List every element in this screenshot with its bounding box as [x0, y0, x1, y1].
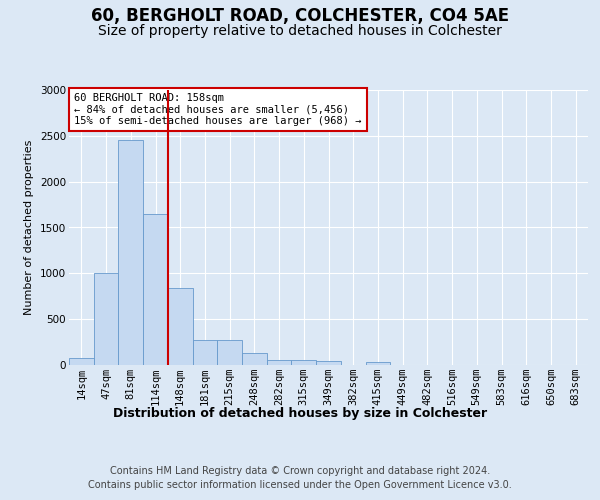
Text: Size of property relative to detached houses in Colchester: Size of property relative to detached ho… [98, 24, 502, 38]
Bar [193, 340, 217, 365]
Bar [365, 362, 390, 365]
Y-axis label: Number of detached properties: Number of detached properties [25, 140, 34, 315]
Bar [242, 353, 267, 365]
Bar [267, 360, 292, 365]
Bar [69, 358, 94, 365]
Bar [143, 214, 168, 365]
Text: 60, BERGHOLT ROAD, COLCHESTER, CO4 5AE: 60, BERGHOLT ROAD, COLCHESTER, CO4 5AE [91, 8, 509, 26]
Text: Contains public sector information licensed under the Open Government Licence v3: Contains public sector information licen… [88, 480, 512, 490]
Text: 60 BERGHOLT ROAD: 158sqm
← 84% of detached houses are smaller (5,456)
15% of sem: 60 BERGHOLT ROAD: 158sqm ← 84% of detach… [74, 92, 362, 126]
Text: Distribution of detached houses by size in Colchester: Distribution of detached houses by size … [113, 408, 487, 420]
Bar [118, 140, 143, 365]
Bar [217, 340, 242, 365]
Bar [316, 362, 341, 365]
Bar [292, 360, 316, 365]
Bar [94, 274, 118, 365]
Bar [168, 288, 193, 365]
Text: Contains HM Land Registry data © Crown copyright and database right 2024.: Contains HM Land Registry data © Crown c… [110, 466, 490, 476]
